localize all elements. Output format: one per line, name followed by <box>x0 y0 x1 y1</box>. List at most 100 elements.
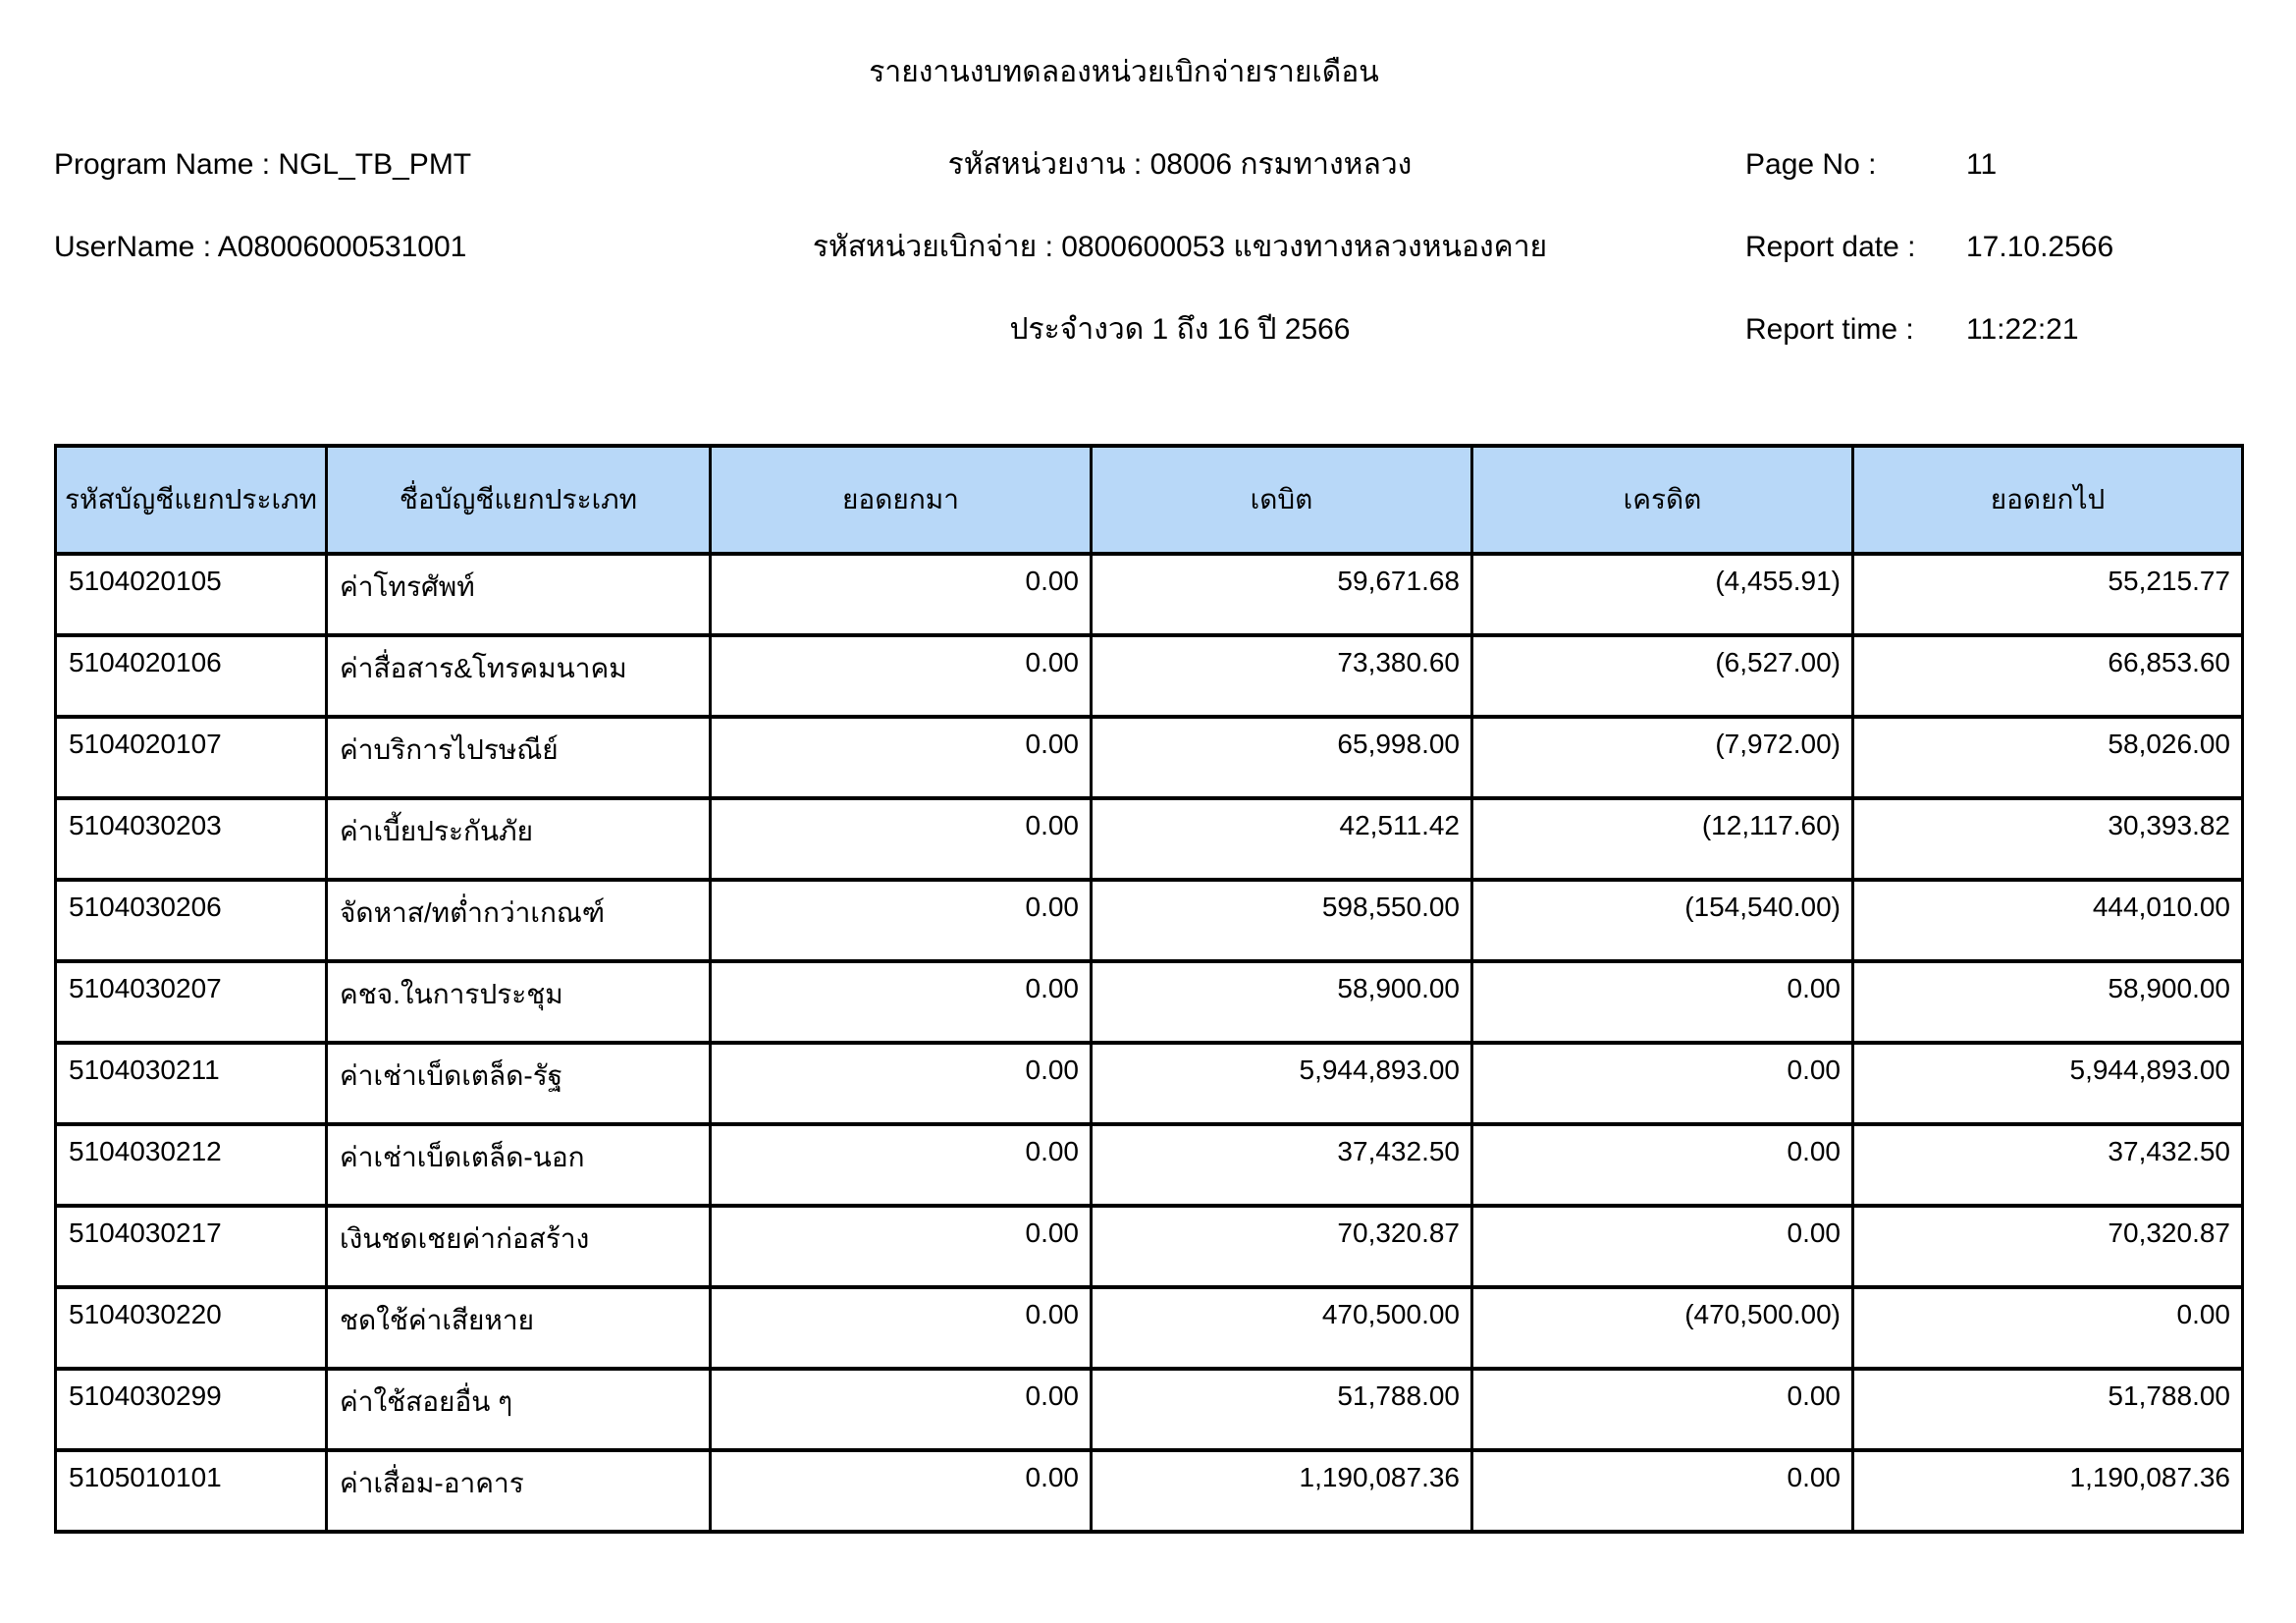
cell-account-name: ค่าเสื่อม-อาคาร <box>325 1448 712 1534</box>
cell-brought-forward: 0.00 <box>709 1448 1093 1534</box>
cell-account-name: ค่าสื่อสาร&โทรคมนาคม <box>325 633 712 719</box>
user-name-value: A08006000531001 <box>217 231 467 263</box>
cell-debit: 1,190,087.36 <box>1090 1448 1473 1534</box>
cell-account-code: 5104030299 <box>54 1367 328 1452</box>
table-row: 5104020107 ค่าบริการไปรษณีย์ 0.00 65,998.00… <box>54 715 2244 800</box>
page-no-label: Page No : <box>1745 148 1877 181</box>
col-header-account-code: รหัสบัญชีแยกประเภท <box>54 444 328 556</box>
cell-debit: 58,900.00 <box>1090 959 1473 1045</box>
cell-account-name: ค่าบริการไปรษณีย์ <box>325 715 712 800</box>
cell-account-name: ค่าเช่าเบ็ดเตล็ด-นอก <box>325 1122 712 1208</box>
cell-credit: 0.00 <box>1470 1204 1854 1289</box>
cell-account-code: 5104030203 <box>54 796 328 882</box>
cell-credit: (12,117.60) <box>1470 796 1854 882</box>
cell-carried-forward: 58,026.00 <box>1851 715 2244 800</box>
col-header-carried-forward: ยอดยกไป <box>1851 444 2244 556</box>
agency-code-label: รหัสหน่วยงาน : <box>947 148 1143 181</box>
cell-carried-forward: 30,393.82 <box>1851 796 2244 882</box>
cell-carried-forward: 0.00 <box>1851 1285 2244 1371</box>
table-header-row: รหัสบัญชีแยกประเภท ชื่อบัญชีแยกประเภท ยอ… <box>54 444 2244 556</box>
cell-account-name: ค่าเบี้ยประกันภัย <box>325 796 712 882</box>
cell-carried-forward: 5,944,893.00 <box>1851 1041 2244 1126</box>
cell-brought-forward: 0.00 <box>709 1041 1093 1126</box>
cell-brought-forward: 0.00 <box>709 878 1093 963</box>
period-line: ประจำงวด 1 ถึง 16 ปี 2566 <box>1009 313 1351 346</box>
agency-code-value: 08006 กรมทางหลวง <box>1149 148 1413 181</box>
cell-account-code: 5104030220 <box>54 1285 328 1371</box>
table-row: 5104030299 ค่าใช้สอยอื่น ๆ 0.00 51,788.00 0.… <box>54 1367 2244 1452</box>
cell-account-name: ค่าใช้สอยอื่น ๆ <box>325 1367 712 1452</box>
cell-credit: (470,500.00) <box>1470 1285 1854 1371</box>
table-row: 5104030220 ชดใช้ค่าเสียหาย 0.00 470,500.00(… <box>54 1285 2244 1371</box>
cell-account-name: เงินชดเชยค่าก่อสร้าง <box>325 1204 712 1289</box>
cell-account-name: ค่าเช่าเบ็ดเตล็ด-รัฐ <box>325 1041 712 1126</box>
user-name-label: UserName : <box>54 231 212 263</box>
cell-carried-forward: 66,853.60 <box>1851 633 2244 719</box>
cell-carried-forward: 1,190,087.36 <box>1851 1448 2244 1534</box>
cell-debit: 598,550.00 <box>1090 878 1473 963</box>
cell-credit: 0.00 <box>1470 1122 1854 1208</box>
cell-brought-forward: 0.00 <box>709 1285 1093 1371</box>
table-row: 5104030203 ค่าเบี้ยประกันภัย 0.00 42,511.42… <box>54 796 2244 882</box>
col-header-debit: เดบิต <box>1090 444 1473 556</box>
col-header-brought-forward: ยอดยกมา <box>709 444 1093 556</box>
table-row: 5104030217 เงินชดเชยค่าก่อสร้าง 0.00 70,320… <box>54 1204 2244 1289</box>
cell-brought-forward: 0.00 <box>709 1122 1093 1208</box>
cell-debit: 42,511.42 <box>1090 796 1473 882</box>
disbursement-unit-label: รหัสหน่วยเบิกจ่าย : <box>812 231 1053 263</box>
program-name-line: Program Name : NGL_TB_PMT <box>54 145 471 185</box>
cell-credit: 0.00 <box>1470 1448 1854 1534</box>
disbursement-unit-value: 0800600053 แขวงทางหลวงหนองคาย <box>1061 231 1548 263</box>
table-row: 5104020106 ค่าสื่อสาร&โทรคมนาคม 0.00 73,380… <box>54 633 2244 719</box>
cell-account-code: 5104030217 <box>54 1204 328 1289</box>
table-row: 5105010101 ค่าเสื่อม-อาคาร 0.00 1,190,087.3… <box>54 1448 2244 1534</box>
cell-brought-forward: 0.00 <box>709 552 1093 637</box>
cell-account-code: 5104020107 <box>54 715 328 800</box>
report-time-label: Report time : <box>1745 313 1914 346</box>
cell-brought-forward: 0.00 <box>709 959 1093 1045</box>
cell-carried-forward: 55,215.77 <box>1851 552 2244 637</box>
cell-account-code: 5104030212 <box>54 1122 328 1208</box>
cell-account-name: ชดใช้ค่าเสียหาย <box>325 1285 712 1371</box>
cell-credit: (4,455.91) <box>1470 552 1854 637</box>
report-title: รายงานงบทดลองหน่วยเบิกจ่ายรายเดือน <box>869 56 1379 88</box>
cell-debit: 73,380.60 <box>1090 633 1473 719</box>
cell-credit: (7,972.00) <box>1470 715 1854 800</box>
cell-carried-forward: 37,432.50 <box>1851 1122 2244 1208</box>
cell-debit: 59,671.68 <box>1090 552 1473 637</box>
user-name-line: UserName : A08006000531001 <box>54 228 466 267</box>
program-name-label: Program Name : <box>54 148 271 181</box>
cell-account-name: คชจ.ในการประชุม <box>325 959 712 1045</box>
cell-credit: (154,540.00) <box>1470 878 1854 963</box>
cell-debit: 51,788.00 <box>1090 1367 1473 1452</box>
col-header-account-name: ชื่อบัญชีแยกประเภท <box>325 444 712 556</box>
cell-brought-forward: 0.00 <box>709 796 1093 882</box>
table-header: รหัสบัญชีแยกประเภท ชื่อบัญชีแยกประเภท ยอ… <box>54 444 2244 556</box>
cell-brought-forward: 0.00 <box>709 1367 1093 1452</box>
table-row: 5104020105 ค่าโทรศัพท์ 0.00 59,671.68 (4,455… <box>54 552 2244 637</box>
cell-account-code: 5105010101 <box>54 1448 328 1534</box>
cell-account-code: 5104030211 <box>54 1041 328 1126</box>
cell-credit: 0.00 <box>1470 1041 1854 1126</box>
cell-debit: 65,998.00 <box>1090 715 1473 800</box>
report-date-label: Report date : <box>1745 231 1916 263</box>
cell-account-code: 5104020106 <box>54 633 328 719</box>
cell-carried-forward: 58,900.00 <box>1851 959 2244 1045</box>
cell-carried-forward: 444,010.00 <box>1851 878 2244 963</box>
cell-credit: 0.00 <box>1470 959 1854 1045</box>
cell-account-name: ค่าโทรศัพท์ <box>325 552 712 637</box>
cell-account-code: 5104030206 <box>54 878 328 963</box>
table-row: 5104030211 ค่าเช่าเบ็ดเตล็ด-รัฐ 0.00 5,944,… <box>54 1041 2244 1126</box>
table-body: 5104020105 ค่าโทรศัพท์ 0.00 59,671.68 (4,455… <box>54 552 2244 1534</box>
report-time-value: 11:22:21 <box>1966 313 2079 346</box>
cell-debit: 470,500.00 <box>1090 1285 1473 1371</box>
page-no-value: 11 <box>1966 148 1998 181</box>
cell-credit: (6,527.00) <box>1470 633 1854 719</box>
trial-balance-table: รหัสบัญชีแยกประเภท ชื่อบัญชีแยกประเภท ยอ… <box>54 444 2244 1534</box>
cell-debit: 70,320.87 <box>1090 1204 1473 1289</box>
report-date-value: 17.10.2566 <box>1966 231 2114 263</box>
cell-debit: 5,944,893.00 <box>1090 1041 1473 1126</box>
col-header-credit: เครดิต <box>1470 444 1854 556</box>
cell-carried-forward: 51,788.00 <box>1851 1367 2244 1452</box>
cell-debit: 37,432.50 <box>1090 1122 1473 1208</box>
